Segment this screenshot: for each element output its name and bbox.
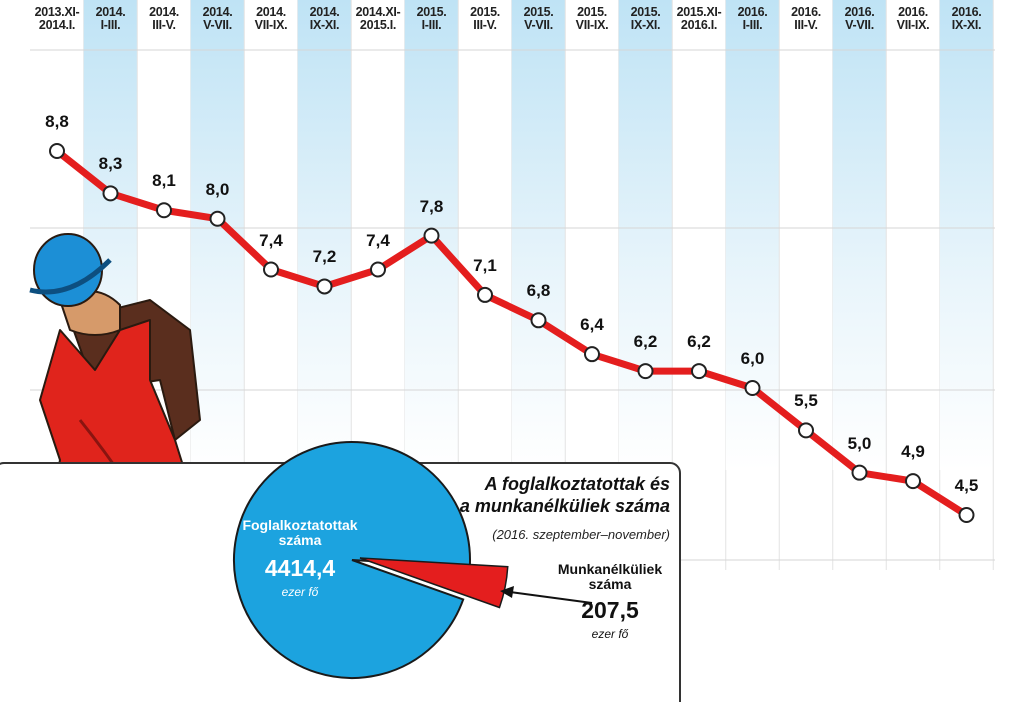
value-label: 4,5 [954,476,979,495]
value-label: 6,2 [633,332,658,352]
value-label: 6,8 [526,281,551,301]
slice-value: 207,5 [581,597,639,623]
x-tick-label: 2015. IX-XI. [630,5,661,33]
data-point [958,507,975,523]
slice-value: 4414,4 [264,555,336,581]
slice-label: Munkanélküliek száma [557,561,663,592]
x-tick-label: 2015. I-III. [416,5,447,33]
value-label: 8,1 [152,171,176,191]
data-point [209,210,226,227]
column-band [511,0,566,470]
value-label: 7,8 [419,196,444,216]
x-tick-label: 2015.XI- 2016.I. [676,5,722,33]
data-point [744,380,761,397]
x-tick-label: 2014.XI- 2015.I. [355,5,401,33]
pie-slice [233,441,471,679]
x-tick-label: 2016. V-VII. [844,5,875,33]
data-point [316,278,333,295]
value-label: 6,4 [580,315,604,335]
value-label: 7,4 [366,230,390,250]
x-tick-label: 2015. VII-IX. [575,5,609,33]
column-band [618,0,673,470]
column-band [832,0,887,470]
value-label: 8,0 [205,179,230,199]
x-tick-label: 2016. IX-XI. [951,5,982,33]
data-point [102,185,119,202]
data-point [49,143,65,159]
data-point [798,422,814,439]
value-label: 7,2 [312,247,337,267]
data-point [423,227,440,244]
data-point [530,312,547,329]
slice-unit: ezer fő [591,627,629,641]
value-label: 8,8 [45,112,69,131]
x-tick-label: 2015. V-VII. [523,5,554,33]
data-point [370,261,386,278]
column-band [297,0,352,470]
value-label: 5,0 [847,433,872,453]
x-tick-label: 2016. I-III. [737,5,768,33]
value-label: 7,4 [259,230,283,250]
data-point [477,286,493,303]
pie-slice [359,557,509,609]
x-tick-label: 2016. VII-IX. [896,5,930,33]
column-band [939,0,994,470]
pie-layer [233,441,509,679]
data-point [905,473,921,490]
line-layer [49,143,975,523]
value-label: 6,2 [687,332,711,352]
pie-subtitle: (2016. szeptember–november) [492,527,670,542]
slice-label: Foglalkoztatottak száma [242,517,358,548]
value-label: 4,9 [901,442,925,462]
data-point [637,363,654,380]
arrow [500,586,593,604]
x-tick-label: 2014. VII-IX. [254,5,288,33]
x-tick-label: 2013.XI- 2014.I. [34,5,80,33]
slice-unit: ezer fő [281,585,319,599]
value-label: 8,3 [98,154,123,174]
x-tick-label: 2016. III-V. [791,5,821,33]
data-point [691,363,707,380]
data-line [54,148,969,518]
data-point [156,202,172,219]
value-label: 5,5 [794,391,818,411]
pie-title: A foglalkoztatottak és a munkanélküliek … [459,474,670,516]
value-label: 7,1 [473,255,497,275]
x-tick-label: 2014. IX-XI. [309,5,340,33]
data-point [851,464,868,481]
x-tick-label: 2014. V-VII. [202,5,233,33]
value-label: 6,0 [740,349,765,369]
x-tick-label: 2014. I-III. [95,5,126,33]
data-point [584,346,600,363]
data-point [263,261,279,278]
x-tick-label: 2014. III-V. [149,5,179,33]
x-tick-label: 2015. III-V. [470,5,500,33]
